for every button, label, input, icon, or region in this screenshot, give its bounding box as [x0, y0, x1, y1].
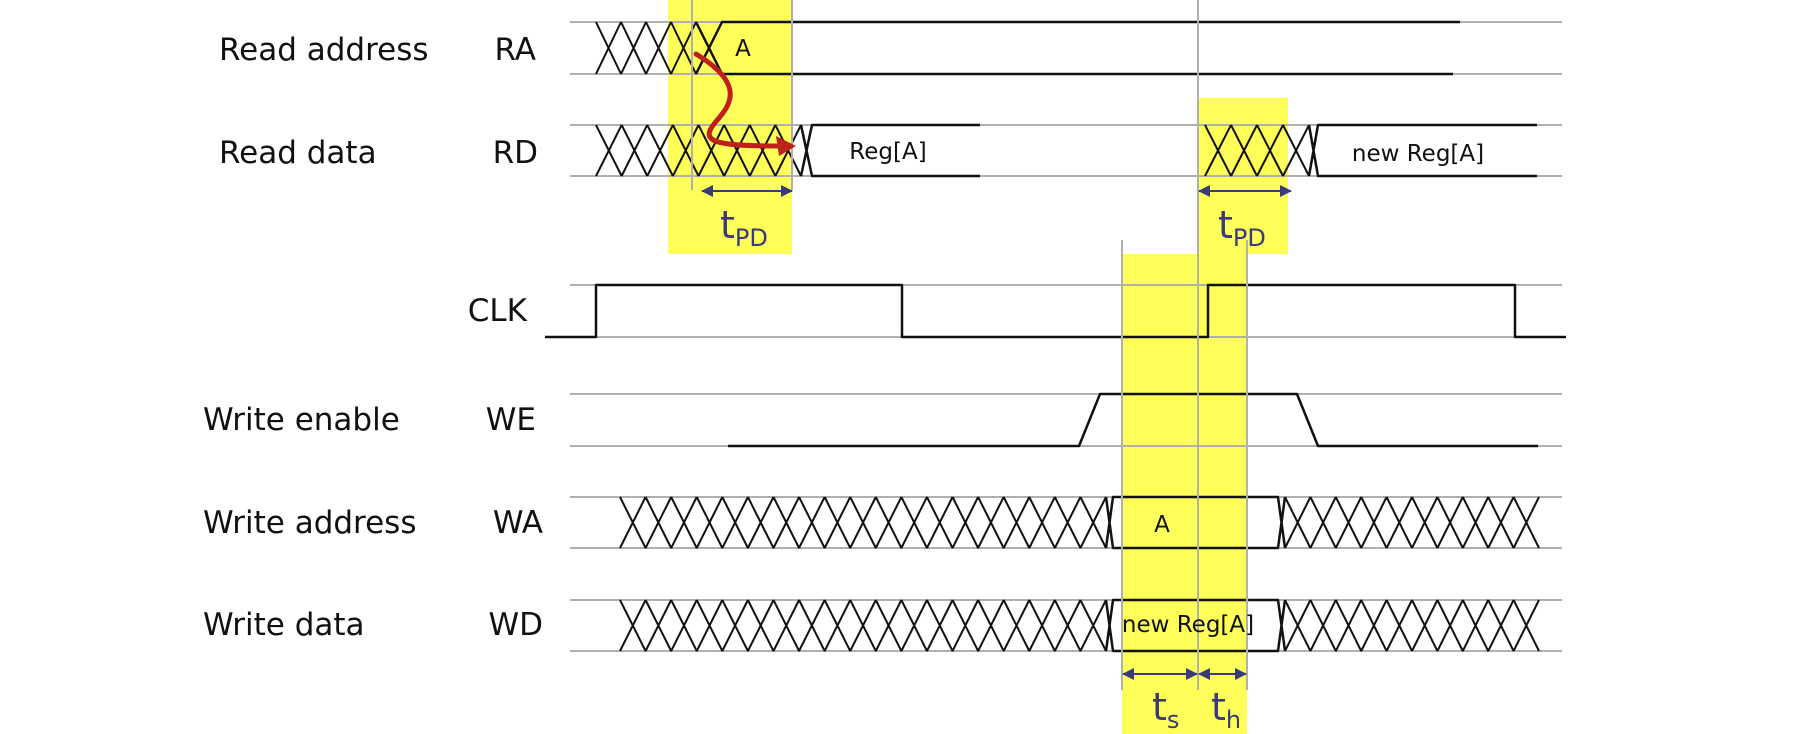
setup-time-dimension [1122, 668, 1198, 680]
setup-time-label: ts [1152, 685, 1179, 734]
hold-time-dimension [1198, 668, 1247, 680]
dimension-arrows [701, 185, 1292, 680]
wa-dont-care-region-1 [619, 496, 1107, 549]
setup-time-highlight [1122, 254, 1198, 734]
hold-time-label: th [1211, 685, 1241, 734]
wa-valid-segment [1104, 495, 1287, 550]
tpd-read-highlight [668, 0, 792, 254]
read-data-description: Read data [219, 135, 377, 171]
clk-waveform [545, 283, 1566, 339]
causality-arrow [693, 51, 796, 156]
wd-dont-care-region-1 [619, 599, 1107, 652]
signal-crossings [595, 21, 1540, 652]
wd-valid-segment [1104, 598, 1287, 653]
write-address-description: Write address [203, 505, 417, 541]
tpd-clock-dimension [1198, 185, 1292, 197]
rd-dont-care-region-2 [1204, 124, 1310, 177]
ra-valid-segment [694, 20, 1460, 76]
ra-dont-care-region [595, 21, 697, 75]
causality-arrow-path [693, 51, 783, 149]
read-data-abbreviation: RD [493, 135, 538, 171]
hold-time-highlight [1198, 254, 1247, 734]
rd-value-text-1: Reg[A] [849, 139, 926, 165]
ra-value-text: A [735, 36, 751, 62]
tpd-clock-label: tPD [1218, 203, 1266, 252]
timing-labels: tPD tPD ts th [720, 203, 1266, 734]
write-enable-description: Write enable [203, 402, 400, 438]
signal-labels: Read address RA Read data RD CLK Write e… [203, 32, 543, 643]
write-data-abbreviation: WD [488, 607, 543, 643]
tpd-read-dimension [701, 185, 793, 197]
causality-arrowhead [776, 136, 796, 156]
write-data-description: Write data [203, 607, 365, 643]
wd-value-text: new Reg[A] [1122, 612, 1254, 638]
wa-dont-care-region-2 [1284, 496, 1540, 549]
rd-value-text-2: new Reg[A] [1352, 141, 1484, 167]
clock-abbreviation: CLK [468, 293, 528, 329]
write-address-abbreviation: WA [493, 505, 543, 541]
read-address-description: Read address [219, 32, 429, 68]
tpd-read-label: tPD [720, 203, 768, 252]
write-enable-abbreviation: WE [486, 402, 536, 438]
rd-valid-segment-2 [1307, 123, 1537, 178]
read-address-abbreviation: RA [495, 32, 537, 68]
wd-dont-care-region-2 [1284, 599, 1540, 652]
rd-valid-segment-1 [799, 123, 980, 178]
reference-lines [691, 0, 1248, 690]
signal-values: A Reg[A] new Reg[A] A new Reg[A] [735, 36, 1484, 638]
wa-value-text: A [1154, 512, 1170, 538]
